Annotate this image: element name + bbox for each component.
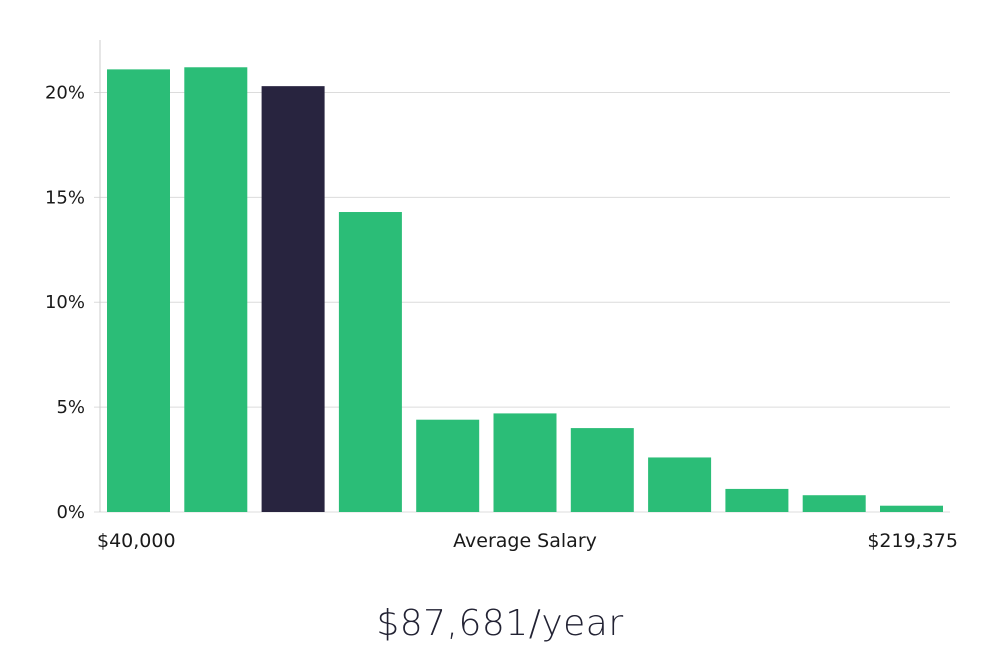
- bar: [648, 457, 712, 512]
- bar: [107, 69, 170, 512]
- bar: [725, 488, 789, 512]
- y-tick-label: 5%: [56, 397, 85, 418]
- bar: [880, 505, 943, 512]
- bar: [416, 419, 480, 512]
- average-salary-headline: $87,681/year: [376, 603, 624, 644]
- y-tick-label: 20%: [45, 82, 85, 103]
- y-tick-labels: 0% 5% 10% 15% 20%: [45, 82, 85, 523]
- bar: [338, 212, 402, 513]
- bar: [493, 413, 557, 512]
- y-tick-label: 15%: [45, 187, 85, 208]
- bar: [802, 495, 866, 512]
- y-tick-label: 10%: [45, 292, 85, 313]
- x-axis-title: Average Salary: [453, 530, 597, 552]
- y-tick-label: 0%: [56, 502, 85, 523]
- bar: [570, 428, 634, 512]
- bar-highlighted: [261, 86, 325, 512]
- x-end-label: $219,375: [867, 530, 958, 552]
- bar: [184, 67, 248, 512]
- bars: [107, 67, 943, 513]
- x-start-label: $40,000: [97, 530, 176, 552]
